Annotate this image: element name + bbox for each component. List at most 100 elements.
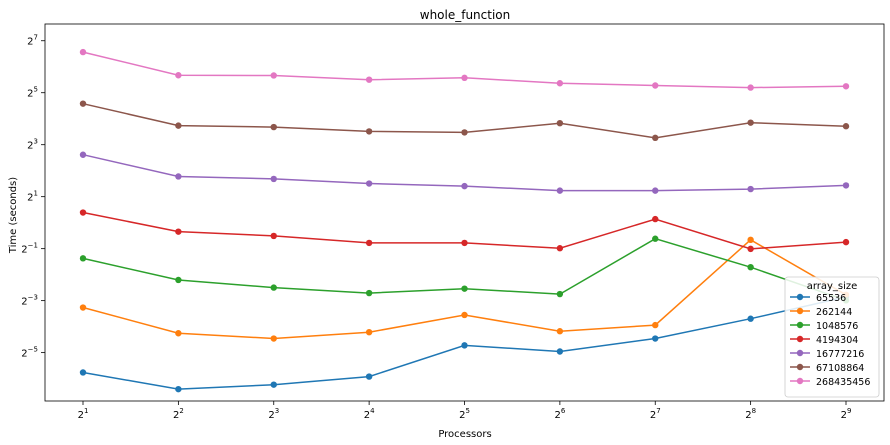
y-tick-label: 27 <box>27 34 38 48</box>
data-point <box>842 83 850 90</box>
data-point <box>461 311 468 319</box>
legend-swatch-marker <box>796 349 804 357</box>
data-point <box>270 72 277 79</box>
data-point <box>652 235 659 242</box>
x-tick-label: 23 <box>268 407 279 421</box>
y-axis-label: Time (seconds) <box>8 177 19 254</box>
x-axis-label: Processors <box>438 429 491 440</box>
data-point <box>365 128 373 135</box>
data-point <box>652 335 659 342</box>
legend-swatch-marker <box>796 335 804 343</box>
data-point <box>747 185 754 193</box>
legend-item: 268435456 <box>790 377 870 388</box>
data-point <box>461 129 468 136</box>
data-point <box>556 187 564 194</box>
data-point <box>556 80 564 87</box>
x-tick-label: 22 <box>173 407 184 421</box>
data-point <box>842 182 850 189</box>
legend-label: 1048576 <box>816 321 858 332</box>
data-point <box>365 180 373 187</box>
data-point <box>175 276 182 284</box>
data-point <box>652 134 659 142</box>
data-point <box>175 122 182 129</box>
data-point <box>175 72 182 79</box>
y-axis-ticks: 2−5 2−3 2−1 21 23 25 27 <box>21 34 45 360</box>
legend: array_size 65536 262144 1048576 4194304 1677… <box>784 276 880 398</box>
data-point <box>175 330 182 337</box>
series-4194304 <box>79 209 850 253</box>
x-tick-label: 28 <box>745 407 756 421</box>
data-point <box>79 151 87 158</box>
legend-item: 1048576 <box>790 321 858 332</box>
data-point <box>365 289 373 297</box>
data-point <box>556 328 564 335</box>
chart-title: whole_function <box>420 8 511 22</box>
data-point <box>365 328 373 336</box>
data-point <box>270 284 277 291</box>
legend-swatch-marker <box>796 293 804 301</box>
x-tick-label: 21 <box>78 407 89 421</box>
data-point <box>365 239 373 247</box>
legend-label: 268435456 <box>816 377 870 388</box>
data-point <box>79 209 87 216</box>
legend-label: 16777216 <box>816 349 864 360</box>
data-point <box>270 175 277 183</box>
data-point <box>461 342 468 349</box>
data-point <box>79 255 87 262</box>
data-point <box>270 232 277 240</box>
y-tick-label: 2−5 <box>21 346 38 360</box>
data-point <box>842 123 850 130</box>
data-point <box>270 335 277 342</box>
legend-swatch-marker <box>796 363 804 371</box>
data-point <box>175 173 182 180</box>
data-point <box>556 290 564 298</box>
series-67108864 <box>79 100 850 142</box>
y-tick-label: 23 <box>27 138 38 152</box>
data-point <box>175 385 182 393</box>
data-point <box>79 369 87 376</box>
data-point <box>79 304 87 311</box>
y-tick-label: 2−1 <box>21 242 38 256</box>
legend-item: 16777216 <box>790 349 864 360</box>
legend-swatch-marker <box>796 377 804 385</box>
data-point <box>556 348 564 355</box>
data-point <box>652 82 659 89</box>
x-axis-ticks: 21 22 23 24 25 26 27 28 29 <box>78 401 852 421</box>
data-point <box>747 245 754 253</box>
legend-item: 262144 <box>790 307 852 318</box>
data-point <box>747 84 754 91</box>
y-tick-label: 21 <box>27 190 38 204</box>
data-point <box>461 74 468 82</box>
data-point <box>556 245 564 252</box>
data-point <box>79 48 87 56</box>
data-point <box>365 76 373 83</box>
data-point <box>747 119 754 126</box>
legend-label: 65536 <box>816 293 846 304</box>
data-point <box>270 123 277 131</box>
series-layer <box>79 48 850 393</box>
legend-swatch-marker <box>796 321 804 329</box>
x-tick-label: 24 <box>364 407 375 421</box>
legend-label: 67108864 <box>816 363 864 374</box>
series-16777216 <box>79 151 850 194</box>
legend-label: 262144 <box>816 307 852 318</box>
x-tick-label: 27 <box>650 407 661 421</box>
x-tick-label: 29 <box>841 407 852 421</box>
data-point <box>461 239 468 247</box>
data-point <box>175 228 182 235</box>
y-tick-label: 25 <box>27 86 38 100</box>
legend-swatch-marker <box>796 307 804 315</box>
data-point <box>461 182 468 190</box>
series-268435456 <box>79 48 850 91</box>
y-tick-label: 2−3 <box>21 294 38 308</box>
data-point <box>79 100 87 107</box>
data-point <box>365 373 373 380</box>
data-point <box>652 215 659 223</box>
data-point <box>461 285 468 292</box>
data-point <box>747 315 754 322</box>
x-tick-label: 25 <box>459 407 470 421</box>
data-point <box>270 381 277 388</box>
legend-title: array_size <box>807 281 858 292</box>
